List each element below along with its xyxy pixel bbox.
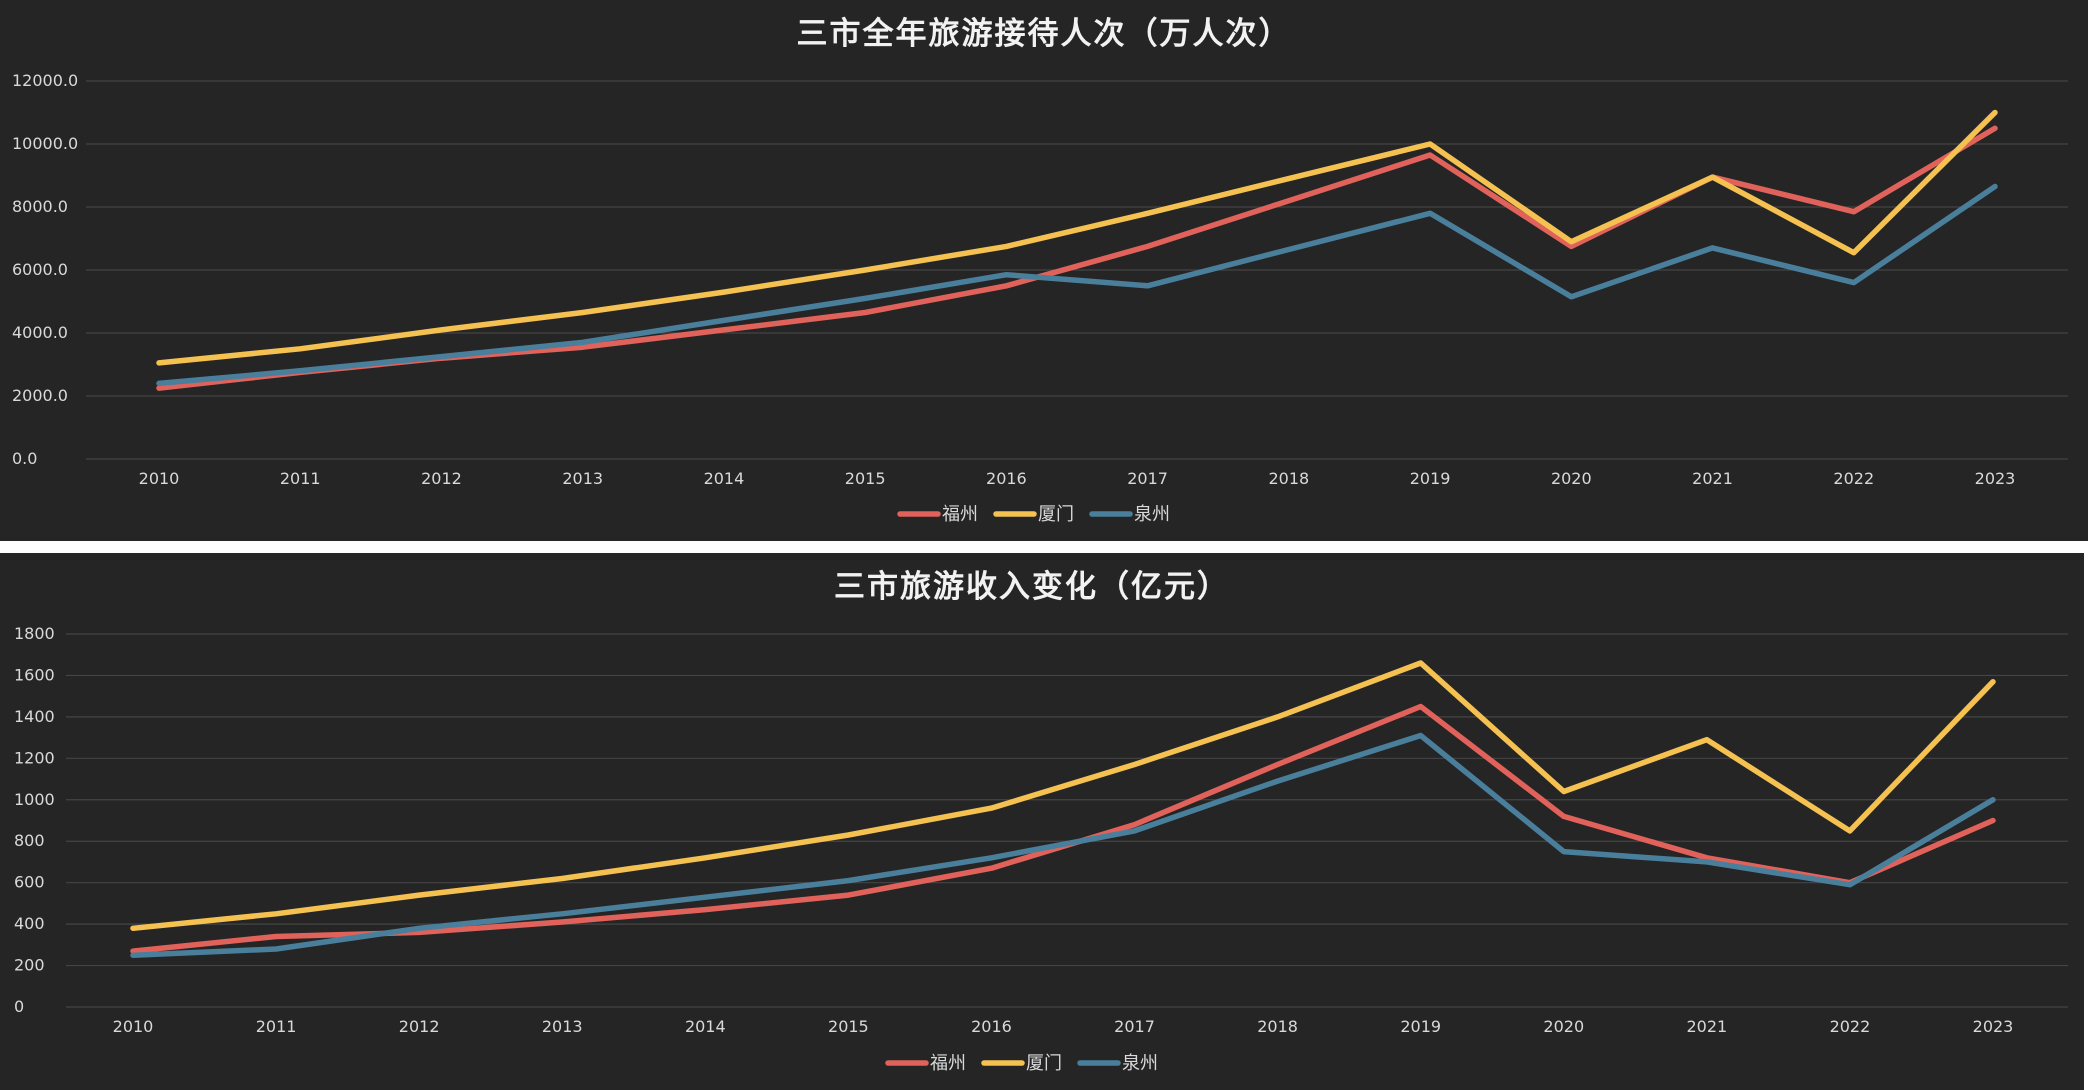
x-tick-label: 2016 [986,469,1027,488]
y-tick-label: 4000.0 [12,323,68,342]
x-tick-label: 2015 [845,469,886,488]
y-tick-label: 600 [14,873,45,892]
x-tick-label: 2012 [399,1017,440,1036]
series-line-1 [130,660,1996,932]
y-tick-label: 2000.0 [12,386,68,405]
y-tick-label: 10000.0 [12,134,78,153]
chart-visitors-panel: 三市全年旅游接待人次（万人次） 0.0 2000.0 4000.0 6000.0 800… [0,0,2088,541]
y-tick-label: 200 [14,956,45,975]
x-tick-label: 2017 [1127,469,1168,488]
x-tick-label: 2014 [704,469,745,488]
x-tick-label: 2023 [1973,1017,2014,1036]
y-tick-label: 1000 [14,790,55,809]
x-tick-label: 2019 [1410,469,1451,488]
legend-label: 泉州 [1122,1053,1158,1074]
series-line-1 [156,109,1998,366]
legend-label: 福州 [930,1053,966,1074]
x-tick-label: 2016 [971,1017,1012,1036]
legend-item: 泉州 [1077,1053,1158,1074]
x-tick-label: 2020 [1551,469,1592,488]
y-tick-label: 800 [14,831,45,850]
legend-label: 福州 [942,504,978,525]
x-tick-label: 2011 [280,469,321,488]
x-tick-label: 2012 [421,469,462,488]
x-tick-label: 2010 [113,1017,154,1036]
x-tick-label: 2018 [1257,1017,1298,1036]
x-tick-label: 2021 [1692,469,1733,488]
x-tick-label: 2010 [139,469,180,488]
y-tick-label: 1400 [14,707,55,726]
x-tick-label: 2013 [542,1017,583,1036]
chart-visitors: 三市全年旅游接待人次（万人次） 0.0 2000.0 4000.0 6000.0 800… [12,16,2068,525]
x-tick-label: 2021 [1686,1017,1727,1036]
y-tick-label: 12000.0 [12,71,78,90]
x-tick-label: 2022 [1830,1017,1871,1036]
legend-label: 厦门 [1038,504,1074,525]
x-tick-label: 2013 [562,469,603,488]
x-tick-label: 2017 [1114,1017,1155,1036]
legend-item: 福州 [885,1053,966,1074]
legend-item: 福州 [897,504,978,525]
series-line-2 [130,732,1996,958]
chart-revenue-panel: 三市旅游收入变化（亿元） 0 200 400 600 800 1000 1200 1400 16… [0,553,2084,1090]
legend-item: 厦门 [981,1053,1062,1074]
x-tick-label: 2020 [1543,1017,1584,1036]
x-tick-label: 2015 [828,1017,869,1036]
y-tick-label: 1200 [14,748,55,767]
series-line-2 [156,183,1998,387]
y-tick-label: 0 [14,997,24,1016]
x-tick-label: 2019 [1400,1017,1441,1036]
x-tick-label: 2014 [685,1017,726,1036]
chart-revenue: 三市旅游收入变化（亿元） 0 200 400 600 800 1000 1200 1400 16… [14,569,2068,1074]
legend-item: 厦门 [993,504,1074,525]
legend-label: 厦门 [1026,1053,1062,1074]
legend-label: 泉州 [1134,504,1170,525]
y-tick-label: 1600 [14,665,55,684]
y-tick-label: 6000.0 [12,260,68,279]
x-tick-label: 2011 [256,1017,297,1036]
chart-title: 三市全年旅游接待人次（万人次） [797,16,1292,52]
y-tick-label: 400 [14,914,45,933]
x-tick-label: 2023 [1975,469,2016,488]
series-line-0 [156,125,1998,391]
x-tick-label: 2022 [1833,469,1874,488]
y-tick-label: 8000.0 [12,197,68,216]
y-tick-label: 1800 [14,624,55,643]
y-tick-label: 0.0 [12,449,37,468]
x-tick-label: 2018 [1268,469,1309,488]
chart-title: 三市旅游收入变化（亿元） [834,569,1230,605]
legend-item: 泉州 [1089,504,1170,525]
